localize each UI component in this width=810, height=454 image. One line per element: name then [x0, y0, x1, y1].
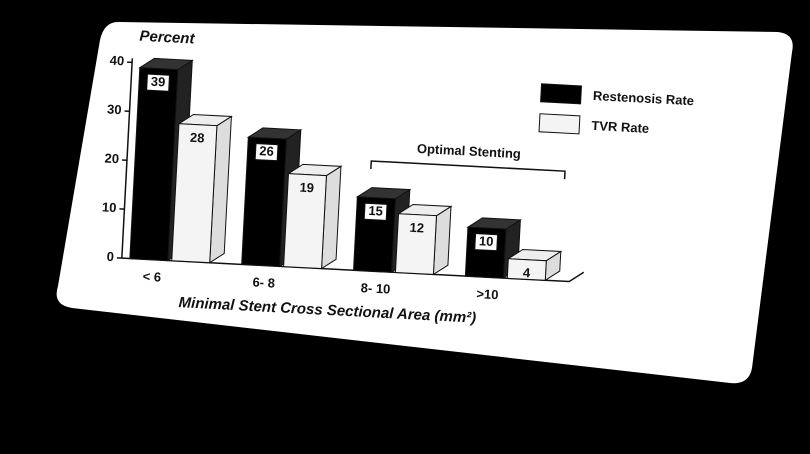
bar: [283, 173, 327, 270]
annotation: Optimal Stenting: [417, 141, 522, 161]
card: [56, 22, 793, 384]
value-label-box: [254, 143, 279, 162]
value-label-box: [363, 202, 388, 221]
annotation-bracket: [370, 160, 566, 180]
legend-label: TVR Rate: [591, 118, 650, 136]
bar: [506, 258, 547, 281]
value-label-box: [474, 233, 499, 252]
value-label: 26: [259, 143, 274, 159]
value-label: 28: [190, 130, 205, 146]
bar: [394, 213, 438, 275]
bar: [171, 123, 218, 264]
y-tick-label: 30: [107, 102, 122, 118]
y-axis: [121, 58, 134, 259]
legend-swatch: [540, 83, 583, 105]
value-label: 10: [479, 233, 494, 249]
value-label-box: [146, 73, 171, 92]
y-tick-label: 40: [109, 53, 124, 69]
value-label: 15: [368, 203, 383, 219]
value-label: 4: [523, 265, 532, 280]
bar: [129, 67, 179, 262]
x-tick-label: 6- 8: [252, 274, 275, 290]
legend-swatch: [538, 113, 581, 135]
legend-label: Restenosis Rate: [593, 88, 695, 108]
x-tick-label: < 6: [142, 269, 161, 285]
chart-title: Percent: [139, 28, 196, 48]
value-label: 39: [151, 74, 166, 90]
y-tick-label: 20: [104, 151, 119, 167]
x-tick-label: 8- 10: [360, 280, 390, 297]
value-label: 19: [299, 180, 314, 196]
y-tick-label: 10: [102, 199, 117, 215]
bar: [241, 136, 287, 267]
chart: Percent Minimal Stent Cross Sectional Ar…: [102, 28, 695, 327]
y-tick-label: 0: [106, 249, 114, 264]
value-label: 12: [409, 220, 424, 236]
x-tick-label: >10: [476, 286, 499, 302]
